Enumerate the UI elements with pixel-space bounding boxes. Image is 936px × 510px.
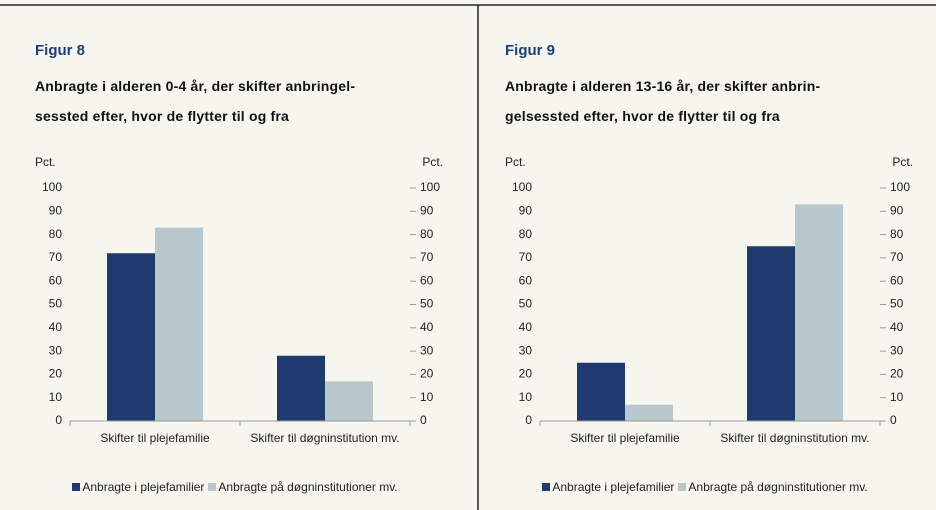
y-tick-label: 50 <box>519 297 533 311</box>
figure-label: Figur 8 <box>35 42 86 59</box>
y2-tick-label: 20 <box>890 367 904 381</box>
y2-axis-label: Pct. <box>422 155 443 169</box>
legend-swatch <box>542 483 551 491</box>
y2-tick-label: 50 <box>420 297 434 311</box>
y2-tick-label: 0 <box>420 413 427 427</box>
y-tick-label: 40 <box>519 320 533 334</box>
y-tick-label: 30 <box>519 343 533 357</box>
bar <box>325 381 373 421</box>
bar <box>795 204 843 421</box>
y-tick-label: 30 <box>49 343 63 357</box>
y-tick-label: 50 <box>49 297 63 311</box>
bar <box>577 362 625 421</box>
y-tick-label: 60 <box>49 273 63 287</box>
y2-axis-label: Pct. <box>892 155 913 169</box>
y-axis-label: Pct. <box>505 155 526 169</box>
bar <box>625 404 673 421</box>
y2-tick-label: 100 <box>420 180 440 194</box>
y-tick-label: 90 <box>49 203 63 217</box>
chart-title: Anbragte i alderen 0-4 år, der skifter a… <box>35 78 356 94</box>
legend-swatch <box>208 483 217 491</box>
y2-tick-label: 40 <box>890 320 904 334</box>
bar <box>155 227 203 421</box>
y-tick-label: 20 <box>519 367 533 381</box>
chart-title: Anbragte i alderen 13-16 år, der skifter… <box>505 78 821 94</box>
figure-label: Figur 9 <box>505 42 556 59</box>
y2-tick-label: 10 <box>420 390 434 404</box>
y-tick-label: 10 <box>519 390 533 404</box>
y2-tick-label: 30 <box>890 343 904 357</box>
y2-tick-label: 50 <box>890 297 904 311</box>
y2-tick-label: 70 <box>890 250 904 264</box>
legend: Anbragte i plejefamilier Anbragte på døgn… <box>510 480 900 494</box>
y2-tick-label: 60 <box>420 273 434 287</box>
legend-label: Anbragte på døgninstitutioner mv. <box>218 480 398 494</box>
y-tick-label: 10 <box>49 390 63 404</box>
bar <box>277 355 325 421</box>
y2-tick-label: 80 <box>890 227 904 241</box>
x-tick-label: Skifter til døgninstitution mv. <box>250 431 400 445</box>
legend-label: Anbragte i plejefamilier <box>82 480 205 494</box>
x-tick-label: Skifter til plejefamilie <box>100 431 210 445</box>
y2-tick-label: 0 <box>890 413 897 427</box>
legend-swatch <box>72 483 81 491</box>
y2-tick-label: 70 <box>420 250 434 264</box>
y-tick-label: 40 <box>49 320 63 334</box>
y2-tick-label: 10 <box>890 390 904 404</box>
bar <box>107 253 155 421</box>
y-axis-label: Pct. <box>35 155 56 169</box>
y-tick-label: 0 <box>55 413 62 427</box>
legend: Anbragte i plejefamilier Anbragte på døgn… <box>40 480 430 494</box>
chart-title: gelsessted efter, hvor de flytter til og… <box>505 108 780 124</box>
legend-label: Anbragte på døgninstitutioner mv. <box>688 480 868 494</box>
y2-tick-label: 60 <box>890 273 904 287</box>
y-tick-label: 80 <box>49 227 63 241</box>
y-tick-label: 100 <box>42 180 62 194</box>
x-tick-label: Skifter til døgninstitution mv. <box>720 431 870 445</box>
y2-tick-label: 30 <box>420 343 434 357</box>
y2-tick-label: 80 <box>420 227 434 241</box>
y-tick-label: 100 <box>512 180 532 194</box>
y-tick-label: 90 <box>519 203 533 217</box>
y-tick-label: 60 <box>519 273 533 287</box>
bar <box>747 246 795 421</box>
y2-tick-label: 90 <box>420 203 434 217</box>
legend-swatch <box>678 483 687 491</box>
y-tick-label: 70 <box>519 250 533 264</box>
y2-tick-label: 100 <box>890 180 910 194</box>
y2-tick-label: 90 <box>890 203 904 217</box>
y2-tick-label: 40 <box>420 320 434 334</box>
chart-title: sessted efter, hvor de flytter til og fr… <box>35 108 290 124</box>
y-tick-label: 80 <box>519 227 533 241</box>
y-tick-label: 70 <box>49 250 63 264</box>
x-tick-label: Skifter til plejefamilie <box>570 431 680 445</box>
y2-tick-label: 20 <box>420 367 434 381</box>
legend-label: Anbragte i plejefamilier <box>552 480 675 494</box>
y-tick-label: 0 <box>525 413 532 427</box>
y-tick-label: 20 <box>49 367 63 381</box>
